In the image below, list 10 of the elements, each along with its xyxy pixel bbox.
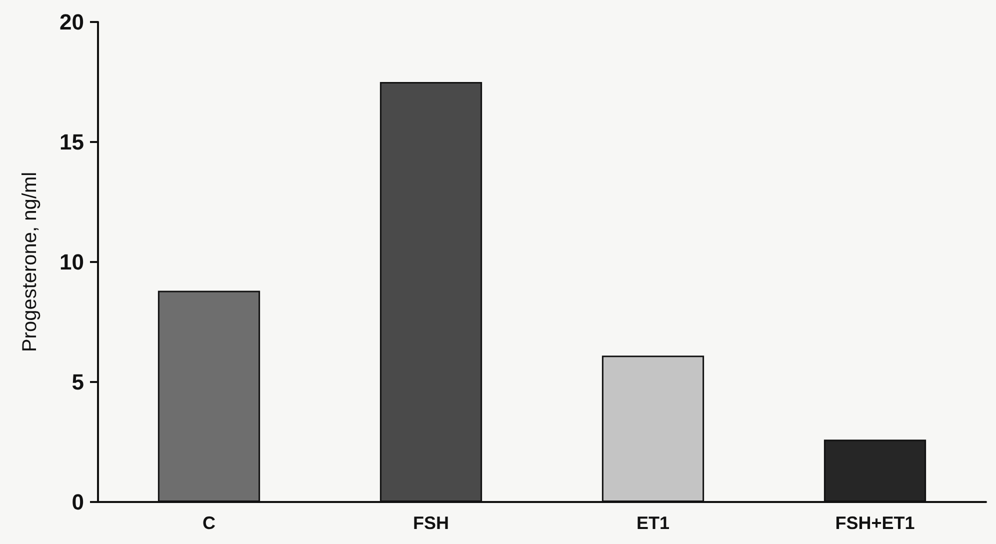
x-tick-label: FSH [413, 513, 449, 533]
x-tick-label: ET1 [636, 513, 670, 533]
y-tick-label: 0 [72, 490, 84, 514]
y-tick-label: 15 [60, 130, 84, 154]
x-tick-label: FSH+ET1 [835, 513, 915, 533]
y-tick-label: 20 [60, 10, 84, 34]
y-axis-title: Progesterone, ng/ml [19, 172, 41, 352]
y-tick-label: 5 [72, 370, 84, 394]
y-tick-label: 10 [60, 250, 84, 274]
x-tick-label: C [202, 513, 216, 533]
